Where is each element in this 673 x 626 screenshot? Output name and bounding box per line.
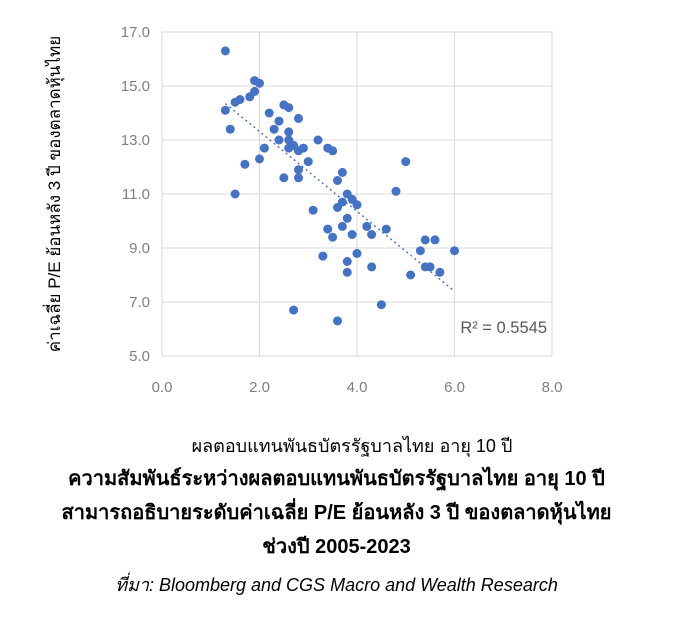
y-axis-tick-label: 5.0 (129, 348, 150, 365)
data-point (333, 316, 342, 326)
caption-source: ที่มา: Bloomberg and CGS Macro and Wealt… (115, 575, 558, 595)
data-point (430, 235, 440, 245)
data-point (328, 146, 338, 156)
caption-title-line-2: สามารถอธิบายระดับค่าเฉลี่ย P/E ย้อนหลัง … (61, 502, 612, 524)
caption-title-line-3: ช่วงปี 2005-2023 (262, 536, 411, 558)
data-point (259, 143, 269, 153)
data-point (352, 248, 362, 258)
data-point (450, 246, 459, 256)
data-point (381, 224, 391, 234)
data-point (245, 92, 255, 102)
data-point (367, 230, 377, 239)
x-axis-tick-label: 0.0 (152, 379, 173, 396)
data-point (284, 127, 294, 137)
x-axis-tick-label: 2.0 (249, 379, 270, 396)
x-axis-tick-label: 4.0 (347, 379, 368, 396)
data-point (274, 116, 284, 126)
data-point (269, 124, 279, 134)
data-point (264, 108, 274, 118)
data-point (225, 124, 235, 134)
data-point (425, 262, 435, 272)
data-point (284, 103, 294, 113)
data-point (294, 173, 303, 183)
data-point (230, 97, 240, 107)
data-point (313, 135, 323, 145)
data-point (337, 221, 347, 231)
data-point (303, 157, 313, 167)
plot-border (161, 31, 553, 357)
data-point (230, 189, 240, 199)
y-axis-title: ค่าเฉลี่ย P/E ย้อนหลัง 3 ปี ของตลาดหุ้นไ… (42, 36, 65, 352)
data-point (289, 305, 299, 315)
data-point (294, 165, 303, 175)
data-point (318, 251, 328, 261)
data-point (220, 105, 230, 115)
data-point (352, 200, 362, 210)
x-axis-tick-label: 6.0 (444, 379, 465, 396)
y-axis-tick-label: 7.0 (129, 294, 150, 311)
data-point (406, 270, 416, 280)
chart-caption: ความสัมพันธ์ระหว่างผลตอบแทนพันธบัตรรัฐบา… (0, 462, 673, 600)
data-point (342, 213, 352, 223)
data-point (255, 154, 264, 164)
data-point (255, 78, 264, 88)
scatter-chart: 5.0 7.0 9.0 11.0 13.0 15.0 17.0 0.0 2.0 4.0 6.0 8.0… (42, 24, 563, 457)
y-axis-tick-label: 13.0 (121, 132, 150, 149)
data-point (376, 300, 386, 310)
data-point (362, 221, 372, 231)
data-point (333, 203, 342, 212)
data-point (298, 143, 308, 153)
data-point (401, 157, 411, 167)
data-point (279, 173, 289, 183)
data-point (333, 176, 342, 185)
y-axis-tick-label: 11.0 (122, 186, 150, 203)
data-point (328, 232, 338, 242)
data-point (347, 230, 357, 239)
data-point (337, 167, 347, 177)
y-axis-tick-label: 17.0 (121, 24, 150, 41)
data-point (220, 46, 230, 56)
r-squared-label: R² = 0.5545 (460, 319, 547, 337)
caption-title-line-1: ความสัมพันธ์ระหว่างผลตอบแทนพันธบัตรรัฐบา… (68, 468, 605, 490)
y-axis-tick-label: 9.0 (129, 240, 150, 257)
data-point (420, 235, 430, 245)
data-point (415, 246, 425, 256)
x-axis-tick-label: 8.0 (542, 379, 563, 396)
data-point (274, 135, 284, 145)
data-point (323, 224, 333, 234)
data-point (391, 186, 401, 196)
data-point (342, 267, 352, 277)
data-point (308, 205, 318, 215)
data-point (342, 257, 352, 266)
x-axis-title: ผลตอบแทนพันธบัตรรัฐบาลไทย อายุ 10 ปี (192, 435, 513, 457)
y-axis-tick-label: 15.0 (121, 78, 150, 95)
data-point (240, 159, 250, 169)
data-point (294, 113, 303, 123)
data-point (367, 262, 377, 272)
data-point (435, 267, 445, 277)
